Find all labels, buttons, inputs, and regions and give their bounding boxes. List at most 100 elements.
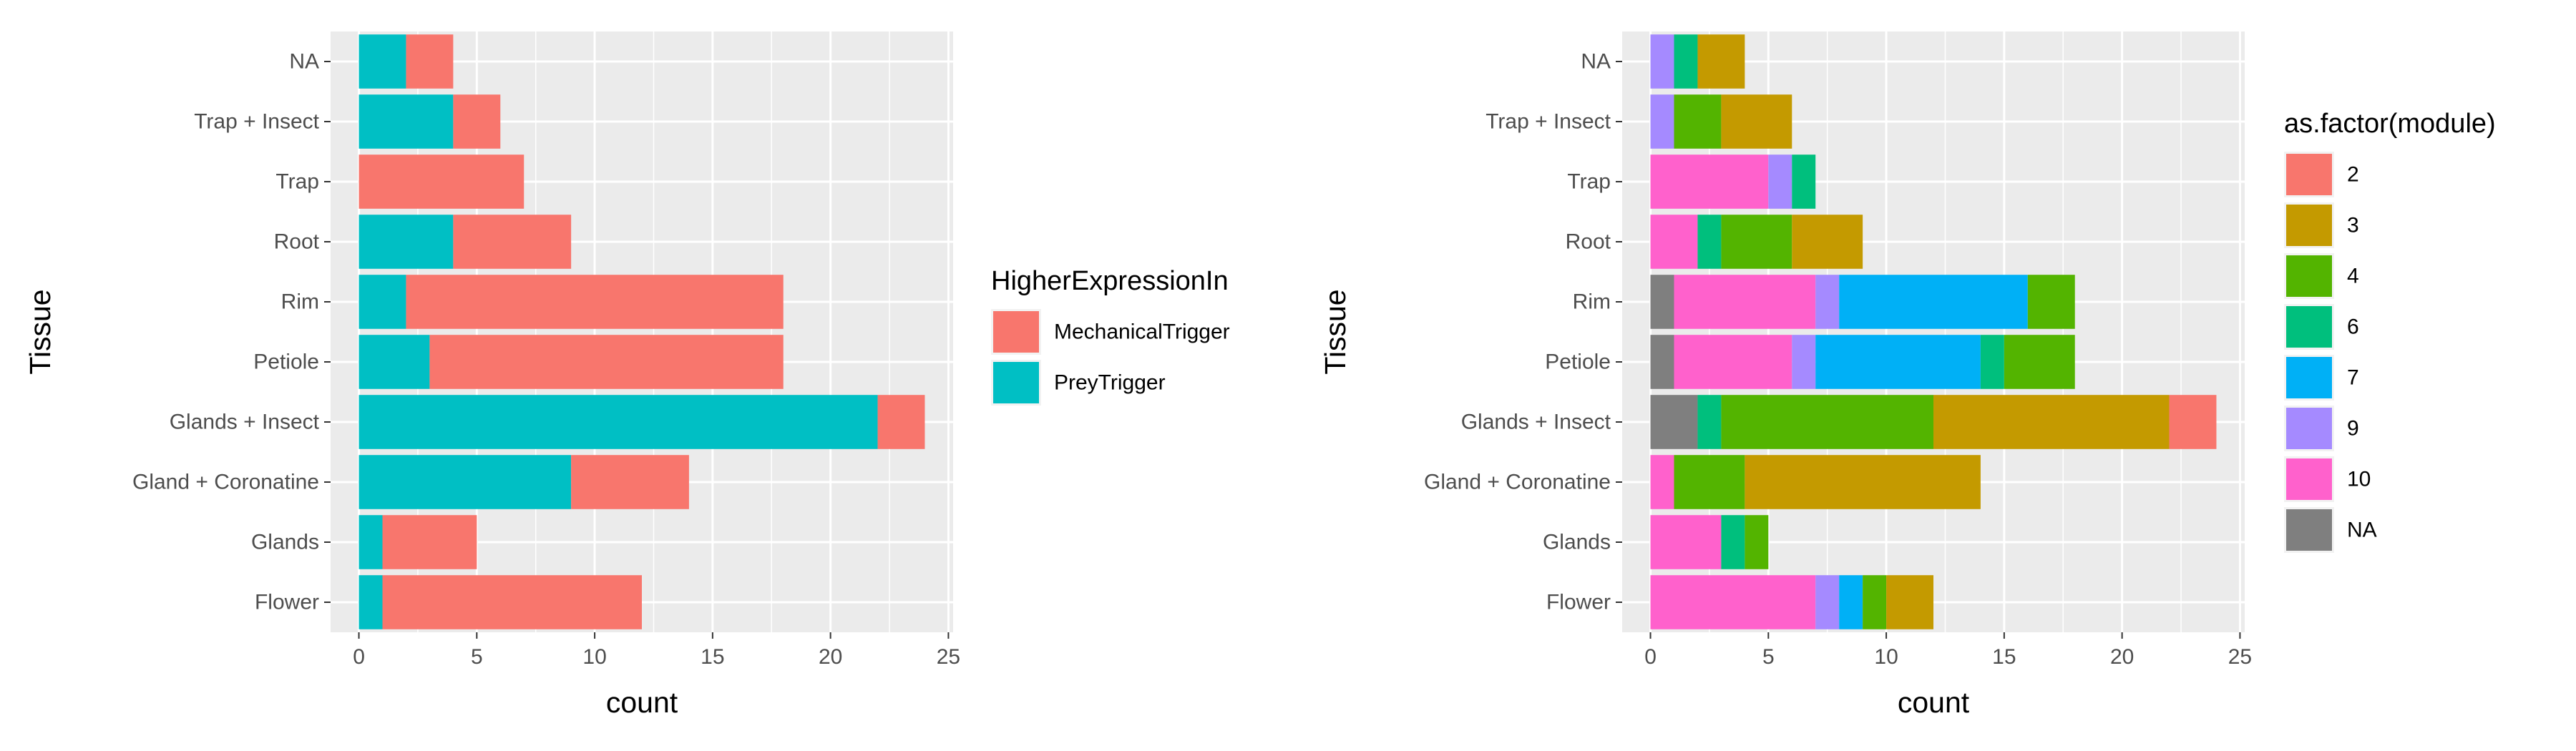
legend-item-2: 2 <box>2284 152 2359 197</box>
x-tick-label: 20 <box>2110 645 2134 669</box>
bar-glands-mechanicaltrigger <box>382 515 477 569</box>
bar-na-mechanicaltrigger <box>406 34 454 89</box>
legend: as.factor(module) 2 3 4 6 7 9 10 NA <box>2284 109 2496 553</box>
legend-item-7: 7 <box>2284 355 2359 401</box>
legend-key-swatch <box>993 362 1039 403</box>
y-tick-label: Gland + Coronatine <box>1424 471 1611 494</box>
legend-key-swatch <box>2286 255 2332 297</box>
y-tick-label: NA <box>289 50 319 74</box>
bar-root-mechanicaltrigger <box>453 215 572 269</box>
bar-flower-9 <box>1815 575 1840 629</box>
bar-trap-9 <box>1768 154 1792 209</box>
y-tick-label: NA <box>1581 50 1611 74</box>
y-tick-label: Trap <box>275 170 319 194</box>
y-tick-label: Trap <box>1567 170 1611 194</box>
bar-gland-coronatine-3 <box>1745 455 1981 509</box>
bar-glands-4 <box>1745 515 1769 569</box>
y-tick-label: Rim <box>281 290 319 314</box>
y-tick-label: Root <box>274 230 320 254</box>
legend-label: 9 <box>2347 417 2359 441</box>
y-tick-label: Glands + Insect <box>1461 411 1611 434</box>
legend-item-6: 6 <box>2284 304 2359 350</box>
bar-gland-coronatine-10 <box>1650 455 1674 509</box>
bar-petiole-preytrigger <box>358 335 430 389</box>
bar-root-4 <box>1721 215 1792 269</box>
bar-root-preytrigger <box>358 215 454 269</box>
bar-trap-insect-4 <box>1674 94 1722 149</box>
bar-trap-6 <box>1792 154 1816 209</box>
legend-key-swatch <box>2286 154 2332 195</box>
legend-key-swatch <box>2286 458 2332 500</box>
chart-panel-2: Flower Glands Gland + Coronatine Glands + I… <box>1319 31 2496 719</box>
bar-trap-insect-3 <box>1721 94 1792 149</box>
bar-petiole-7 <box>1815 335 1981 389</box>
y-tick-label: Trap + Insect <box>194 110 319 134</box>
legend-label: 3 <box>2347 214 2359 237</box>
chart-panel-1: Flower Glands Gland + Coronatine Glands + I… <box>24 31 1230 719</box>
legend-key-swatch <box>993 311 1039 353</box>
bar-petiole-6 <box>1980 335 2004 389</box>
x-tick-label: 25 <box>2228 645 2252 669</box>
y-tick-label: Gland + Coronatine <box>132 471 319 494</box>
bar-glands-preytrigger <box>358 515 383 569</box>
bar-rim-7 <box>1839 275 2028 329</box>
bar-root-6 <box>1697 215 1722 269</box>
bar-petiole-mechanicaltrigger <box>429 335 784 389</box>
legend-key-swatch <box>2286 408 2332 449</box>
bar-glands-insect-3 <box>1933 395 2170 449</box>
bar-rim-9 <box>1815 275 1840 329</box>
x-tick-label: 15 <box>1992 645 2016 669</box>
bar-rim-10 <box>1674 275 1816 329</box>
bar-flower-mechanicaltrigger <box>382 575 642 629</box>
bar-rim-mechanicaltrigger <box>406 275 784 329</box>
legend-key-swatch <box>2286 357 2332 398</box>
bar-trap-insect-9 <box>1650 94 1674 149</box>
bar-gland-coronatine-mechanicaltrigger <box>571 455 689 509</box>
legend-label: 4 <box>2347 265 2359 288</box>
y-tick-label: Trap + Insect <box>1485 110 1611 134</box>
bar-flower-3 <box>1886 575 1933 629</box>
bar-trap-10 <box>1650 154 1769 209</box>
bar-flower-4 <box>1863 575 1887 629</box>
bar-na-6 <box>1674 34 1698 89</box>
x-axis-title: count <box>1898 686 1970 719</box>
bar-na-3 <box>1697 34 1745 89</box>
bar-root-10 <box>1650 215 1698 269</box>
y-tick-label: Rim <box>1573 290 1611 314</box>
legend-title: as.factor(module) <box>2284 109 2496 139</box>
bar-trap-insect-preytrigger <box>358 94 454 149</box>
bar-na-preytrigger <box>358 34 406 89</box>
legend-item-na: NA <box>2284 507 2377 553</box>
x-tick-label: 10 <box>582 645 606 669</box>
y-tick-label: Glands <box>1543 531 1611 554</box>
bar-rim-na <box>1650 275 1674 329</box>
bar-flower-preytrigger <box>358 575 383 629</box>
legend-item-9: 9 <box>2284 406 2359 451</box>
bar-root-3 <box>1792 215 1863 269</box>
bar-glands-6 <box>1721 515 1745 569</box>
legend-label: NA <box>2347 519 2377 542</box>
bar-glands-insect-6 <box>1697 395 1722 449</box>
bar-trap-mechanicaltrigger <box>358 154 525 209</box>
x-tick-label: 20 <box>819 645 842 669</box>
y-axis-title: Tissue <box>24 289 57 374</box>
bar-glands-insect-2 <box>2169 395 2217 449</box>
x-tick-label: 10 <box>1874 645 1898 669</box>
x-axis-title: count <box>606 686 678 719</box>
legend-label: PreyTrigger <box>1054 371 1166 395</box>
bar-petiole-9 <box>1792 335 1816 389</box>
bar-glands-insect-4 <box>1721 395 1933 449</box>
x-tick-label: 15 <box>701 645 724 669</box>
y-tick-label: Flower <box>255 591 319 614</box>
bar-gland-coronatine-preytrigger <box>358 455 572 509</box>
legend-item-preytrigger: PreyTrigger <box>991 360 1166 406</box>
bar-petiole-10 <box>1674 335 1792 389</box>
legend-item-10: 10 <box>2284 456 2371 502</box>
bar-flower-7 <box>1839 575 1863 629</box>
x-tick-label: 25 <box>937 645 960 669</box>
bar-rim-preytrigger <box>358 275 406 329</box>
x-tick-label: 5 <box>471 645 483 669</box>
legend: HigherExpressionIn MechanicalTrigger PreyT… <box>991 266 1230 406</box>
y-tick-label: Petiole <box>253 350 319 374</box>
